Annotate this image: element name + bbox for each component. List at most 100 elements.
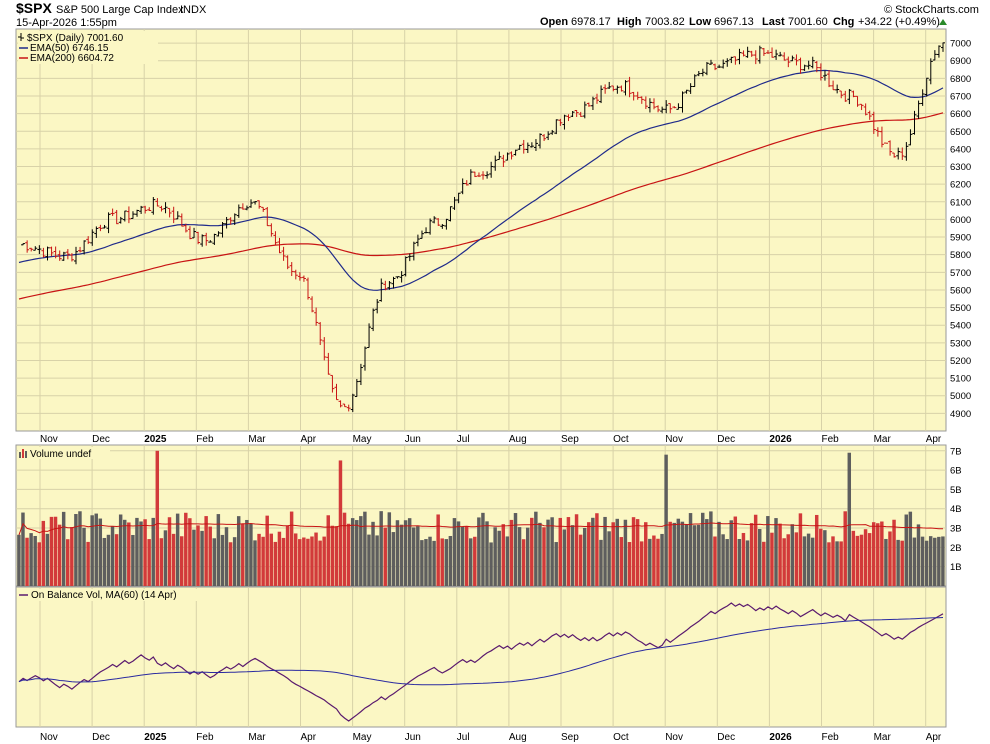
volume-bar: [766, 516, 770, 586]
x-tick-label: Mar: [874, 434, 892, 445]
price-tick-label: 6100: [950, 197, 971, 208]
volume-bar: [819, 528, 823, 586]
volume-bar: [342, 512, 347, 586]
price-tick-label: 6800: [950, 74, 971, 85]
x-tick-label: Dec: [92, 732, 110, 743]
price-tick-label: 6400: [950, 144, 971, 155]
x-tick-label: Dec: [717, 434, 735, 445]
volume-bar: [163, 530, 168, 586]
volume-bar: [745, 540, 750, 586]
price-tick-label: 5200: [950, 356, 971, 367]
volume-bar: [656, 538, 660, 586]
volume-bar: [21, 512, 25, 586]
volume-bar: [941, 536, 945, 586]
volume-bar: [635, 519, 640, 586]
obv-legend: On Balance Vol, MA(60) (14 Apr): [18, 589, 218, 601]
price-tick-label: 5100: [950, 374, 971, 385]
volume-bar: [94, 513, 98, 586]
volume-bar: [721, 534, 725, 586]
volume-bar: [399, 524, 404, 586]
obv-line: [18, 602, 944, 722]
price-tick-label: 6700: [950, 92, 971, 103]
volume-bar: [395, 520, 400, 586]
x-tick-label: Jun: [405, 434, 421, 445]
volume-bar: [118, 514, 123, 586]
x-tick-label: Feb: [822, 434, 840, 445]
volume-bar: [57, 524, 62, 586]
open-label: Open: [540, 16, 568, 28]
volume-bar: [725, 539, 729, 586]
obv-ma-line: [18, 617, 944, 686]
price-tick-label: 6200: [950, 180, 971, 191]
volume-bar: [277, 531, 282, 586]
volume-bar: [436, 514, 440, 586]
volume-bar: [184, 512, 188, 586]
volume-bar: [151, 517, 155, 586]
x-tick-label: 2025: [144, 732, 167, 743]
price-tick-label: 5300: [950, 338, 971, 349]
volume-bar: [355, 520, 359, 586]
volume-bar: [920, 536, 925, 586]
volume-bar: [713, 536, 717, 586]
volume-bar: [403, 520, 408, 586]
volume-bar: [623, 519, 628, 586]
price-legend: $SPX (Daily) 7001.60 EMA(50) 6746.15 EMA…: [18, 31, 158, 64]
volume-bar: [90, 515, 94, 586]
x-tick-label: Aug: [509, 434, 527, 445]
volume-bar: [167, 517, 172, 586]
volume-bar: [595, 513, 599, 586]
volume-bar: [538, 522, 542, 586]
volume-bar: [245, 519, 249, 586]
index-name-label: S&P 500 Large Cap Index: [56, 4, 184, 16]
volume-bar: [171, 533, 176, 586]
volume-bar: [285, 525, 290, 586]
volume-bar: [525, 527, 530, 586]
volume-bar: [432, 540, 436, 586]
volume-bar: [298, 539, 302, 586]
volume-bar: [265, 515, 269, 586]
volume-bar: [228, 542, 233, 586]
chg-value: +34.22 (+0.49%): [858, 16, 940, 28]
volume-bar: [253, 540, 257, 586]
volume-tick-label: 4B: [950, 504, 962, 515]
volume-bar: [933, 537, 937, 586]
volume-bar: [505, 536, 510, 586]
volume-bar: [302, 537, 306, 586]
volume-bar: [273, 541, 278, 586]
x-tick-label: Apr: [926, 434, 942, 445]
volume-bar: [102, 537, 107, 586]
volume-bar: [680, 521, 685, 586]
volume-bar: [558, 517, 563, 586]
volume-bar: [192, 529, 196, 586]
legend-ema200: EMA(200) 6604.72: [30, 53, 114, 64]
volume-bar: [896, 539, 900, 586]
x-tick-label: May: [353, 732, 372, 743]
price-tick-label: 5000: [950, 391, 971, 402]
price-tick-label: 5800: [950, 250, 971, 261]
x-tick-label: Dec: [92, 434, 110, 445]
price-tick-label: 6500: [950, 127, 971, 138]
volume-ma-line: [18, 522, 944, 535]
volume-bar: [338, 460, 343, 586]
brand-label[interactable]: © StockCharts.com: [884, 4, 979, 16]
volume-bar: [346, 523, 351, 586]
volume-bar: [831, 536, 835, 586]
x-tick-label: Mar: [874, 732, 892, 743]
x-tick-label: Dec: [717, 732, 735, 743]
volume-bar: [249, 523, 253, 586]
volume-bar: [644, 522, 648, 586]
date-label: 15-Apr-2026 1:55pm: [16, 17, 117, 29]
price-tick-label: 5500: [950, 303, 971, 314]
volume-bar: [155, 450, 160, 586]
volume-bar: [485, 521, 489, 586]
volume-bar: [456, 521, 461, 586]
volume-bar: [200, 530, 204, 586]
volume-bar: [448, 535, 453, 586]
volume-bar: [216, 514, 221, 586]
volume-bar: [582, 528, 587, 586]
price-tick-label: 5900: [950, 233, 971, 244]
volume-bar: [497, 530, 501, 586]
volume-tick-label: 1B: [950, 562, 962, 573]
x-tick-label: Mar: [248, 732, 266, 743]
volume-bar: [61, 511, 66, 586]
